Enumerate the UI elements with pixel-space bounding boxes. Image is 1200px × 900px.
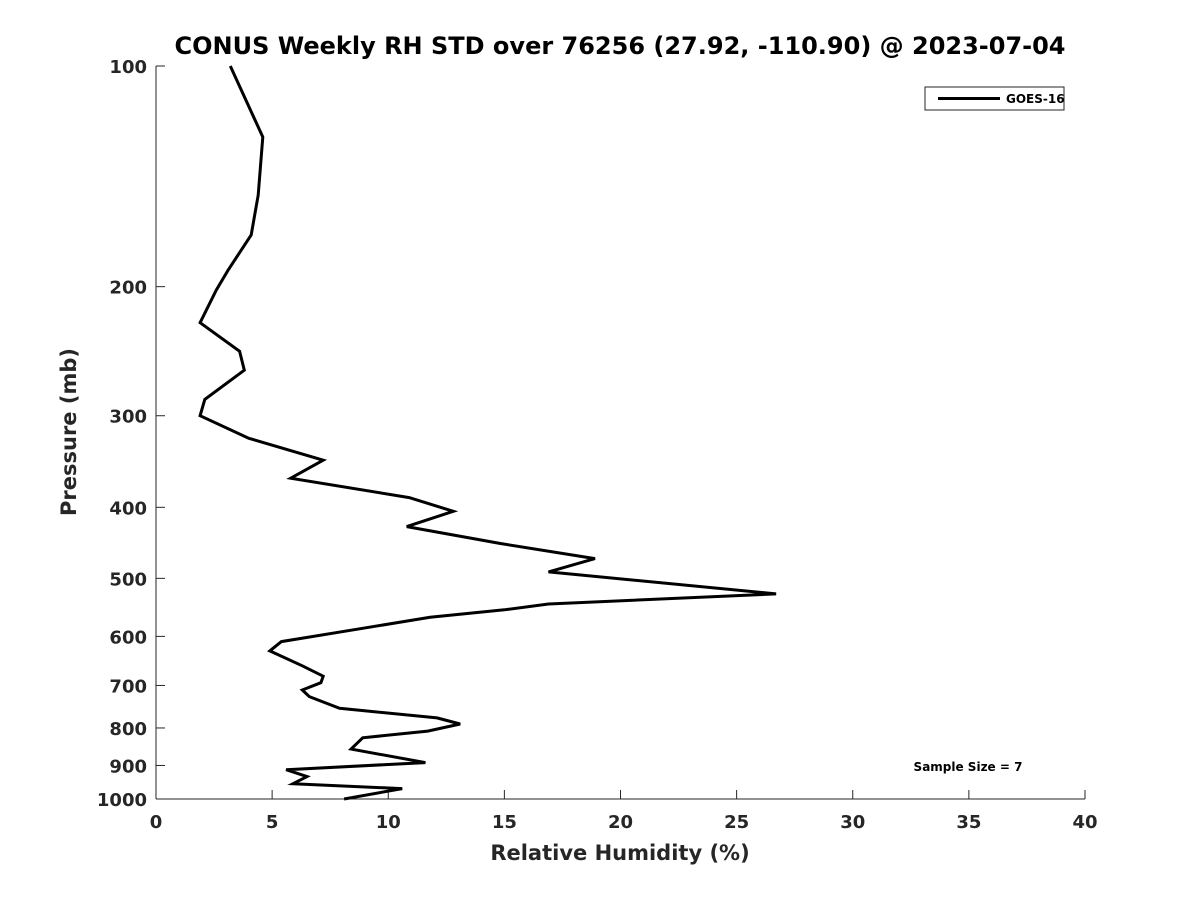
y-tick-label: 100 (109, 57, 147, 78)
x-tick-label: 20 (608, 812, 633, 833)
x-tick-label: 35 (956, 812, 981, 833)
x-tick-label: 25 (724, 812, 749, 833)
y-tick-label: 600 (109, 627, 147, 648)
chart-title: CONUS Weekly RH STD over 76256 (27.92, -… (174, 32, 1065, 60)
axes (155, 66, 1085, 800)
x-tick-label: 5 (266, 812, 279, 833)
x-tick-label: 15 (492, 812, 517, 833)
x-tick-label: 40 (1072, 812, 1097, 833)
sample-size-annotation: Sample Size = 7 (914, 760, 1023, 774)
legend: GOES-16 (924, 86, 1065, 111)
y-tick-label: 400 (109, 498, 147, 519)
y-tick-label: 1000 (97, 790, 147, 811)
plot-series (198, 65, 777, 801)
series-line-goes-16 (198, 65, 777, 801)
y-tick-label: 500 (109, 569, 147, 590)
y-ticks: 100 200 300 400 500 600 700 800 900 1000 (97, 57, 165, 811)
y-axis-label: Pressure (mb) (57, 348, 81, 516)
x-tick-label: 30 (840, 812, 865, 833)
x-tick-label: 10 (376, 812, 401, 833)
y-tick-label: 300 (109, 407, 147, 428)
y-tick-label: 700 (109, 676, 147, 697)
x-ticks: 0 5 10 15 20 25 30 35 40 (150, 790, 1098, 833)
y-tick-label: 900 (109, 756, 147, 777)
x-tick-label: 0 (150, 812, 163, 833)
x-axis-label: Relative Humidity (%) (490, 841, 749, 865)
legend-label: GOES-16 (1006, 92, 1065, 106)
y-tick-label: 200 (109, 278, 147, 299)
y-tick-label: 800 (109, 719, 147, 740)
